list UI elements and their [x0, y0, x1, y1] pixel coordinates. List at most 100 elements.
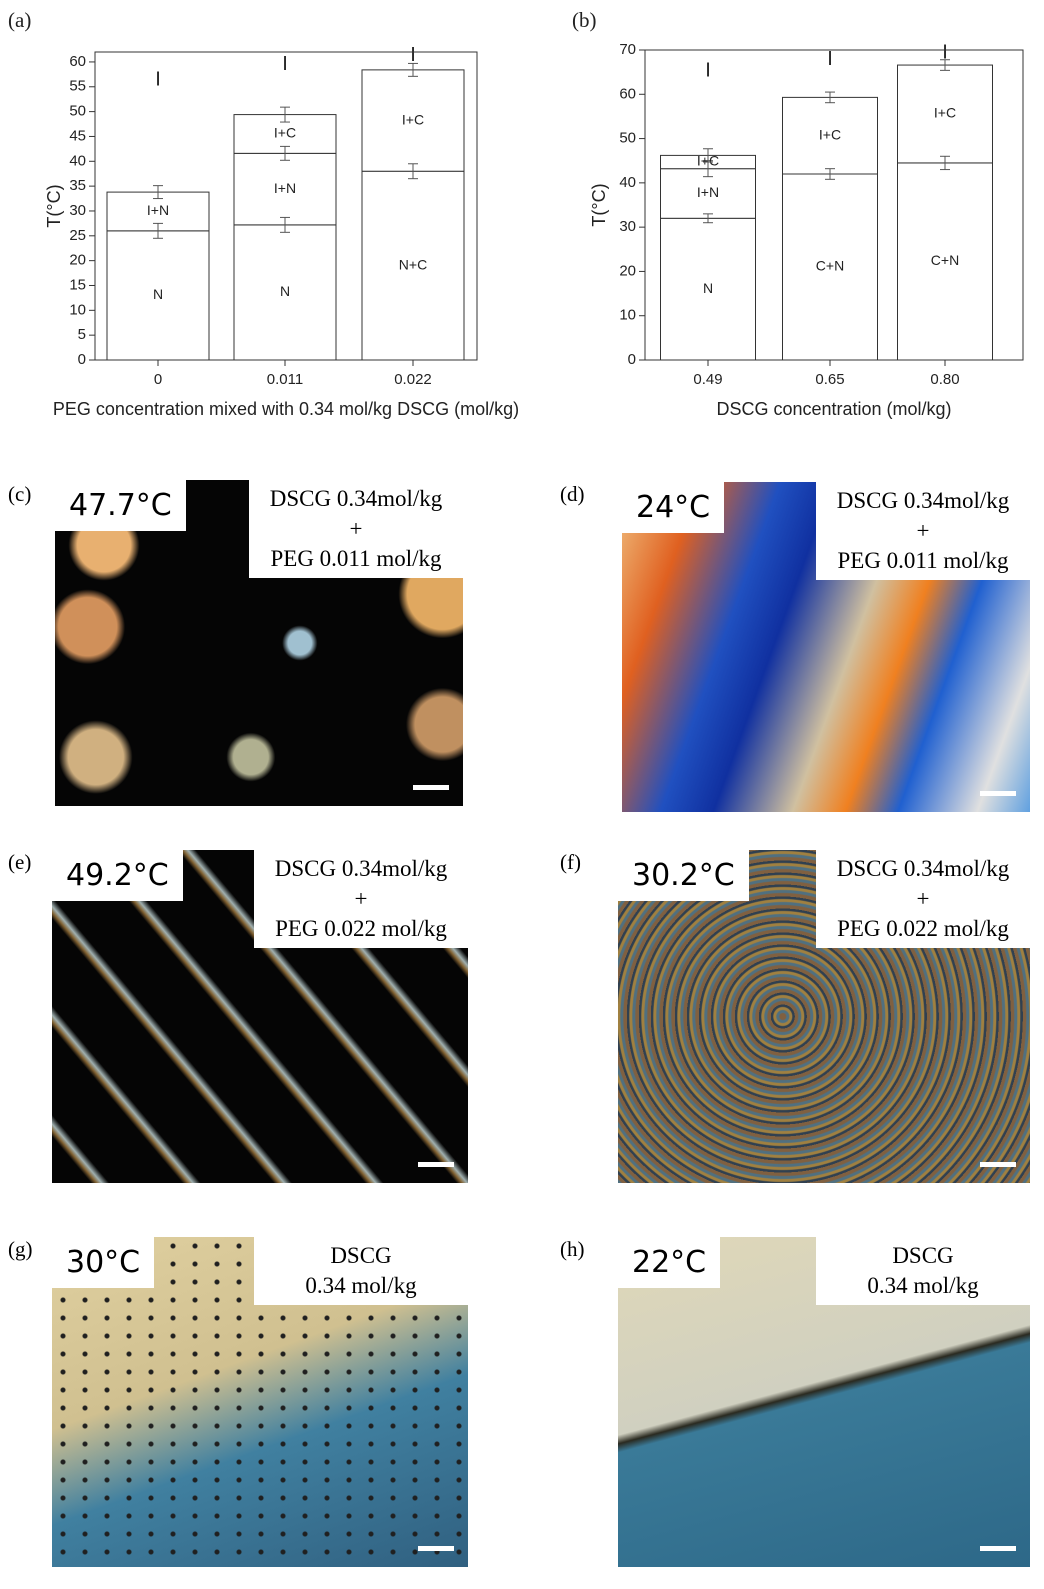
bar-segment	[660, 217, 756, 361]
x-axis-title: DSCG concentration (mol/kg)	[716, 399, 951, 419]
composition-label: DSCG 0.34mol/kg + PEG 0.022 mol/kg	[254, 850, 468, 948]
y-tick-label: 0	[78, 351, 86, 368]
y-tick-label: 10	[619, 307, 636, 324]
x-tick-label: 0.65	[815, 371, 844, 388]
composition-line: DSCG 0.34mol/kg	[269, 486, 443, 511]
bar-segment	[233, 224, 337, 361]
phase-label: I	[942, 41, 948, 63]
composition-line: DSCG 0.34mol/kg	[836, 488, 1010, 513]
micrograph: 24°C DSCG 0.34mol/kg + PEG 0.011 mol/kg	[622, 482, 1030, 812]
composition-line: DSCG 0.34mol/kg	[836, 856, 1010, 881]
y-tick-label: 0	[628, 351, 636, 368]
phase-label: I	[155, 68, 161, 90]
composition-label: DSCG 0.34mol/kg + PEG 0.011 mol/kg	[816, 482, 1030, 580]
y-tick-label: 55	[69, 78, 86, 95]
scale-bar	[413, 785, 449, 790]
bar-segment	[897, 162, 993, 361]
bar-segment	[361, 170, 465, 361]
segment-label: N	[703, 280, 713, 296]
y-axis-title: T(°C)	[44, 184, 64, 227]
y-tick-label: 15	[69, 276, 86, 293]
composition-line: +	[349, 516, 363, 541]
segment-label: I+C	[402, 111, 424, 127]
plot-frame	[94, 51, 478, 361]
y-tick-label: 60	[69, 53, 86, 70]
error-bar	[940, 59, 950, 71]
composition-label: DSCG 0.34mol/kg + PEG 0.011 mol/kg	[249, 480, 463, 578]
error-bar	[408, 163, 418, 180]
panel-letter: (f)	[560, 850, 581, 874]
composition-line: 0.34 mol/kg	[867, 1273, 979, 1298]
y-tick-label: 10	[69, 301, 86, 318]
y-tick-label: 70	[619, 41, 636, 58]
segment-label: N	[153, 286, 163, 302]
y-tick-label: 20	[619, 262, 636, 279]
error-bar	[280, 216, 290, 233]
segment-label: I+C	[819, 126, 841, 142]
scale-bar	[980, 1546, 1016, 1551]
composition-line: PEG 0.022 mol/kg	[837, 916, 1009, 941]
error-bar	[408, 62, 418, 77]
temperature-label: 24°C	[622, 482, 725, 533]
bar-segment	[106, 230, 210, 361]
y-tick-label: 50	[69, 103, 86, 120]
x-tick-label: 0	[154, 371, 162, 388]
y-tick-label: 40	[619, 174, 636, 191]
segment-label: C+N	[931, 252, 959, 268]
segment-label: C+N	[816, 258, 844, 274]
error-bar	[703, 213, 713, 224]
scale-bar	[418, 1546, 454, 1551]
bar-segment	[897, 64, 993, 164]
y-tick-label: 25	[69, 227, 86, 244]
y-tick-label: 40	[69, 152, 86, 169]
segment-label: I+N	[274, 180, 296, 196]
panel-letter: (b)	[572, 8, 597, 32]
bar-segment	[782, 173, 878, 361]
y-axis-title: T(°C)	[589, 183, 609, 226]
y-tick-label: 5	[78, 326, 86, 343]
composition-label: DSCG 0.34 mol/kg	[254, 1237, 468, 1305]
segment-label: I+C	[934, 105, 956, 121]
temperature-label: 22°C	[618, 1237, 721, 1288]
micrograph: 30°C DSCG 0.34 mol/kg	[52, 1237, 468, 1567]
scale-bar	[980, 791, 1016, 796]
panel-letter: (g)	[8, 1237, 33, 1261]
panel-letter: (c)	[8, 482, 32, 506]
phase-label: I	[410, 44, 416, 66]
error-bar	[153, 222, 163, 239]
temperature-label: 30.2°C	[618, 850, 749, 901]
x-tick-label: 0.011	[267, 371, 303, 388]
micrograph: 47.7°C DSCG 0.34mol/kg + PEG 0.011 mol/kg	[55, 480, 463, 806]
x-axis-title: PEG concentration mixed with 0.34 mol/kg…	[53, 399, 519, 419]
error-bar	[153, 185, 163, 200]
x-tick-label: 0.80	[930, 371, 959, 388]
composition-line: DSCG	[330, 1243, 392, 1268]
x-tick-label: 0.49	[693, 371, 722, 388]
phase-label: I	[827, 48, 833, 70]
temperature-label: 30°C	[52, 1237, 155, 1288]
segment-label: I+C	[274, 125, 296, 141]
scale-bar	[980, 1162, 1016, 1167]
y-tick-label: 60	[619, 85, 636, 102]
composition-line: +	[354, 886, 368, 911]
x-tick-label: 0.022	[394, 371, 432, 388]
composition-label: DSCG 0.34 mol/kg	[816, 1237, 1030, 1305]
error-bar	[280, 106, 290, 123]
composition-line: PEG 0.022 mol/kg	[275, 916, 447, 941]
y-tick-label: 35	[69, 177, 86, 194]
error-bar	[825, 91, 835, 104]
y-tick-label: 30	[69, 202, 86, 219]
panel-letter: (h)	[560, 1237, 585, 1261]
micrograph: 30.2°C DSCG 0.34mol/kg + PEG 0.022 mol/kg	[618, 850, 1030, 1183]
panel-letter: (e)	[8, 850, 32, 874]
phase-label: I	[705, 59, 711, 81]
plot-frame	[644, 49, 1024, 361]
scale-bar	[418, 1162, 454, 1167]
segment-label: N	[280, 283, 290, 299]
charts: (a) 0 5 10 15 20 25 30 35 40 45 50 55 60 0 N I+N I 0.011 N I…	[8, 8, 1024, 419]
y-tick-label: 50	[619, 130, 636, 147]
y-tick-label: 30	[619, 218, 636, 235]
composition-line: DSCG 0.34mol/kg	[274, 856, 448, 881]
phase-label: I	[282, 53, 288, 75]
y-tick-label: 45	[69, 127, 86, 144]
